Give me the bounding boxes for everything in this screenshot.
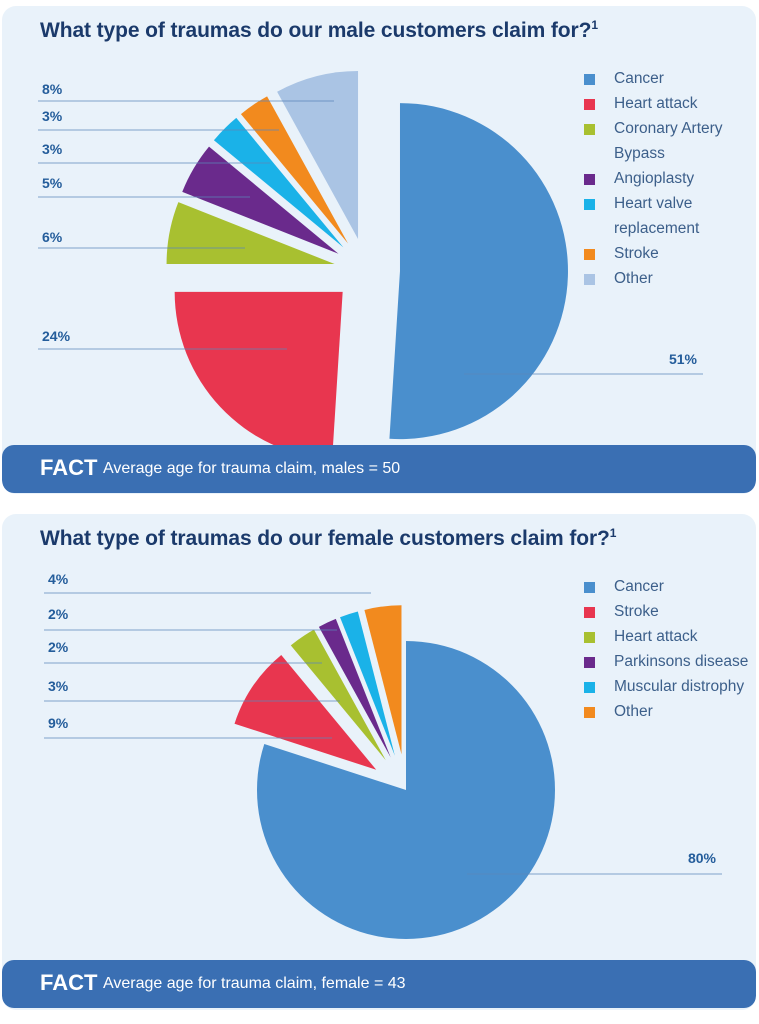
legend-label: Heart valve replacement (614, 195, 700, 237)
male-chart-panel: What type of traumas do our male custome… (2, 6, 756, 494)
female-fact-bar: FACT Average age for trauma claim, femal… (2, 960, 756, 1008)
legend-item-heart-valve-replacement: Heart valve replacement (584, 191, 756, 241)
male-pie-chart: 8% 3% 3% 5% 6% 24% 51% (38, 71, 703, 446)
legend-swatch (584, 607, 595, 618)
legend-item-angioplasty: Angioplasty (584, 166, 756, 191)
legend-label: Cancer (614, 578, 664, 595)
pie-slice-angioplasty (182, 146, 339, 254)
legend-item-other: Other (584, 266, 756, 291)
pie-slice-other (277, 71, 359, 240)
legend-label: Heart attack (614, 95, 698, 112)
data-label-heart-attack: 3% (48, 678, 69, 694)
data-label-heart-attack: 24% (42, 328, 71, 344)
pie-slice-coronary-artery-bypass (166, 202, 335, 265)
fact-text: Average age for trauma claim, female = 4… (103, 975, 406, 992)
legend-swatch (584, 632, 595, 643)
fact-text: Average age for trauma claim, males = 50 (103, 460, 401, 477)
legend-item-coronary-artery-bypass: Coronary Artery Bypass (584, 116, 756, 166)
pie-slice-parkinsons-disease (318, 618, 391, 758)
legend-swatch (584, 199, 595, 210)
pie-slice-stroke (234, 654, 377, 770)
data-label-other: 8% (42, 81, 63, 97)
footnote-marker: 1 (591, 18, 598, 32)
pie-slice-other (364, 605, 402, 755)
legend-swatch (584, 249, 595, 260)
female-chart-panel: What type of traumas do our female custo… (2, 514, 756, 1010)
legend-label: Stroke (614, 245, 659, 262)
pie-slice-cancer (257, 641, 555, 939)
pie-slice-heart-valve-replacement (213, 117, 344, 248)
legend-item-parkinsons-disease: Parkinsons disease (584, 649, 756, 674)
legend-label: Other (614, 703, 653, 720)
data-label-other: 4% (48, 571, 69, 587)
footnote-marker: 1 (609, 526, 617, 540)
legend-swatch (584, 74, 595, 85)
legend-label: Stroke (614, 603, 659, 620)
legend-swatch (584, 582, 595, 593)
legend-label: Heart attack (614, 628, 698, 645)
data-label-cancer: 80% (688, 850, 717, 866)
legend-swatch (584, 124, 595, 135)
data-label-stroke: 3% (42, 108, 63, 124)
legend-label: Cancer (614, 70, 664, 87)
data-label-heart-valve-replacement: 3% (42, 141, 63, 157)
male-legend: Cancer Heart attack Coronary Artery Bypass… (584, 66, 756, 291)
data-label-parkinsons-disease: 2% (48, 639, 69, 655)
data-label-muscular-distrophy: 2% (48, 606, 69, 622)
legend-item-cancer: Cancer (584, 66, 756, 91)
fact-label: FACT (40, 455, 98, 480)
male-chart-title: What type of traumas do our male custome… (40, 18, 598, 42)
data-label-angioplasty: 5% (42, 175, 63, 191)
legend-item-muscular-distrophy: Muscular distrophy (584, 674, 756, 699)
legend-label: Muscular distrophy (614, 678, 745, 695)
legend-item-heart-attack: Heart attack (584, 624, 756, 649)
legend-swatch (584, 657, 595, 668)
legend-label: Coronary Artery Bypass (614, 120, 723, 162)
legend-item-heart-attack: Heart attack (584, 91, 756, 116)
fact-label: FACT (40, 970, 98, 995)
legend-swatch (584, 682, 595, 693)
legend-item-stroke: Stroke (584, 599, 756, 624)
legend-swatch (584, 274, 595, 285)
legend-swatch (584, 99, 595, 110)
data-label-stroke: 9% (48, 715, 69, 731)
pie-slice-cancer (389, 103, 568, 440)
legend-item-cancer: Cancer (584, 574, 756, 599)
pie-slice-stroke (240, 96, 349, 244)
pie-slice-heart-attack (174, 291, 343, 446)
male-fact-bar: FACT Average age for trauma claim, males… (2, 445, 756, 493)
legend-item-other: Other (584, 699, 756, 724)
data-label-coronary-artery-bypass: 6% (42, 229, 63, 245)
female-pie-chart: 4% 2% 2% 3% 9% 80% (44, 571, 722, 939)
legend-label: Other (614, 270, 653, 287)
legend-swatch (584, 707, 595, 718)
data-label-cancer: 51% (669, 351, 698, 367)
legend-item-stroke: Stroke (584, 241, 756, 266)
female-chart-title: What type of traumas do our female custo… (40, 526, 617, 550)
legend-swatch (584, 174, 595, 185)
legend-label: Angioplasty (614, 170, 695, 187)
female-legend: Cancer Stroke Heart attack Parkinsons disea… (584, 574, 756, 724)
legend-label: Parkinsons disease (614, 653, 749, 670)
pie-slice-muscular-distrophy (340, 611, 395, 756)
pie-slice-heart-attack (290, 629, 386, 761)
